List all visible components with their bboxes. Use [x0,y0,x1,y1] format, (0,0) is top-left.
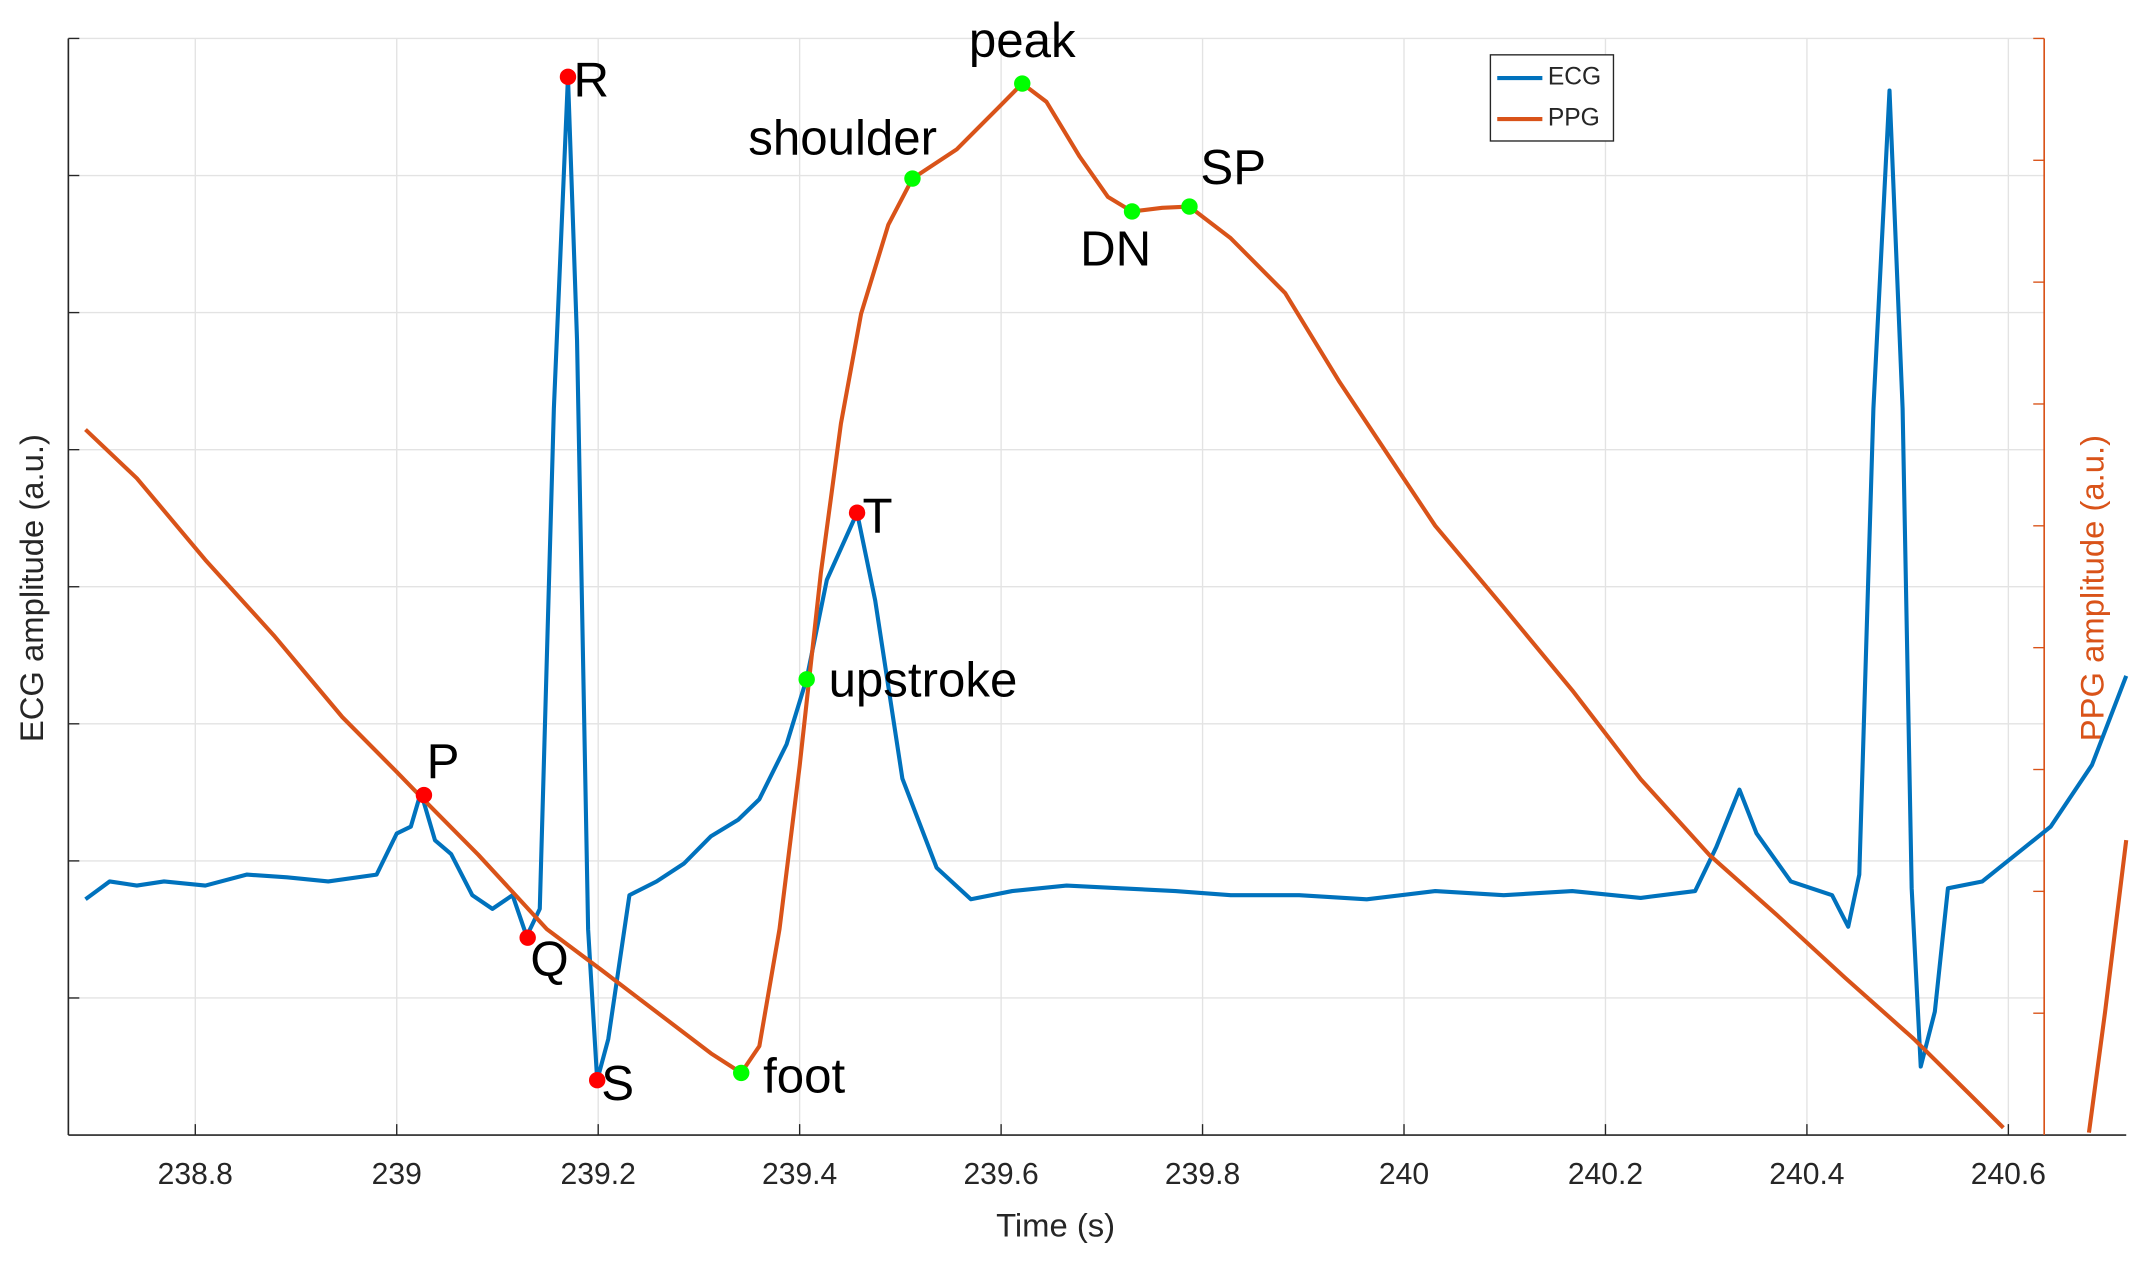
fiducial-point [559,68,577,86]
fiducial-label: foot [763,1049,845,1104]
fiducial-point [798,671,815,688]
legend-box [1489,54,1615,142]
fiducial-label: T [863,489,893,544]
fiducial-point [733,1064,750,1082]
x-tick-label: 239.2 [561,1158,636,1191]
series-line [84,74,2129,1083]
fiducial-label: upstroke [829,652,1018,707]
x-tick-label: 239 [372,1158,422,1191]
fiducial-label: peak [969,13,1076,68]
y-axis-label: ECG amplitude (a.u.) [13,434,50,742]
legend-label: PPG [1548,105,1600,132]
fiducial-label: P [427,734,460,789]
x-tick-label: 240.4 [1769,1158,1844,1191]
series-line [84,81,2129,1133]
fiducial-label: Q [530,931,568,986]
fiducial-point [904,170,921,187]
fiducial-label: shoulder [748,111,937,166]
x-tick-label: 239.6 [963,1158,1038,1191]
fiducial-label: DN [1080,221,1151,276]
fiducial-label: S [601,1056,634,1111]
y2-axis-label: PPG amplitude (a.u.) [2073,435,2110,741]
x-tick-label: 240.6 [1971,1158,2046,1191]
fiducial-point [415,786,433,804]
fiducial-point [588,1072,606,1089]
fiducial-label: SP [1200,140,1266,195]
fiducial-point [519,929,536,946]
x-axis-label: Time (s) [996,1207,1115,1244]
x-tick-label: 238.8 [158,1158,233,1191]
fiducial-point [848,504,866,521]
x-tick-label: 239.8 [1165,1158,1240,1191]
legend-label: ECG [1548,64,1601,91]
fiducial-point [1181,198,1198,215]
fiducial-label: R [573,53,609,108]
fiducial-point [1123,203,1141,220]
x-tick-label: 240.2 [1568,1158,1643,1191]
x-tick-label: 240 [1379,1158,1429,1191]
x-tick-label: 239.4 [762,1158,837,1191]
fiducial-point [1014,75,1031,92]
